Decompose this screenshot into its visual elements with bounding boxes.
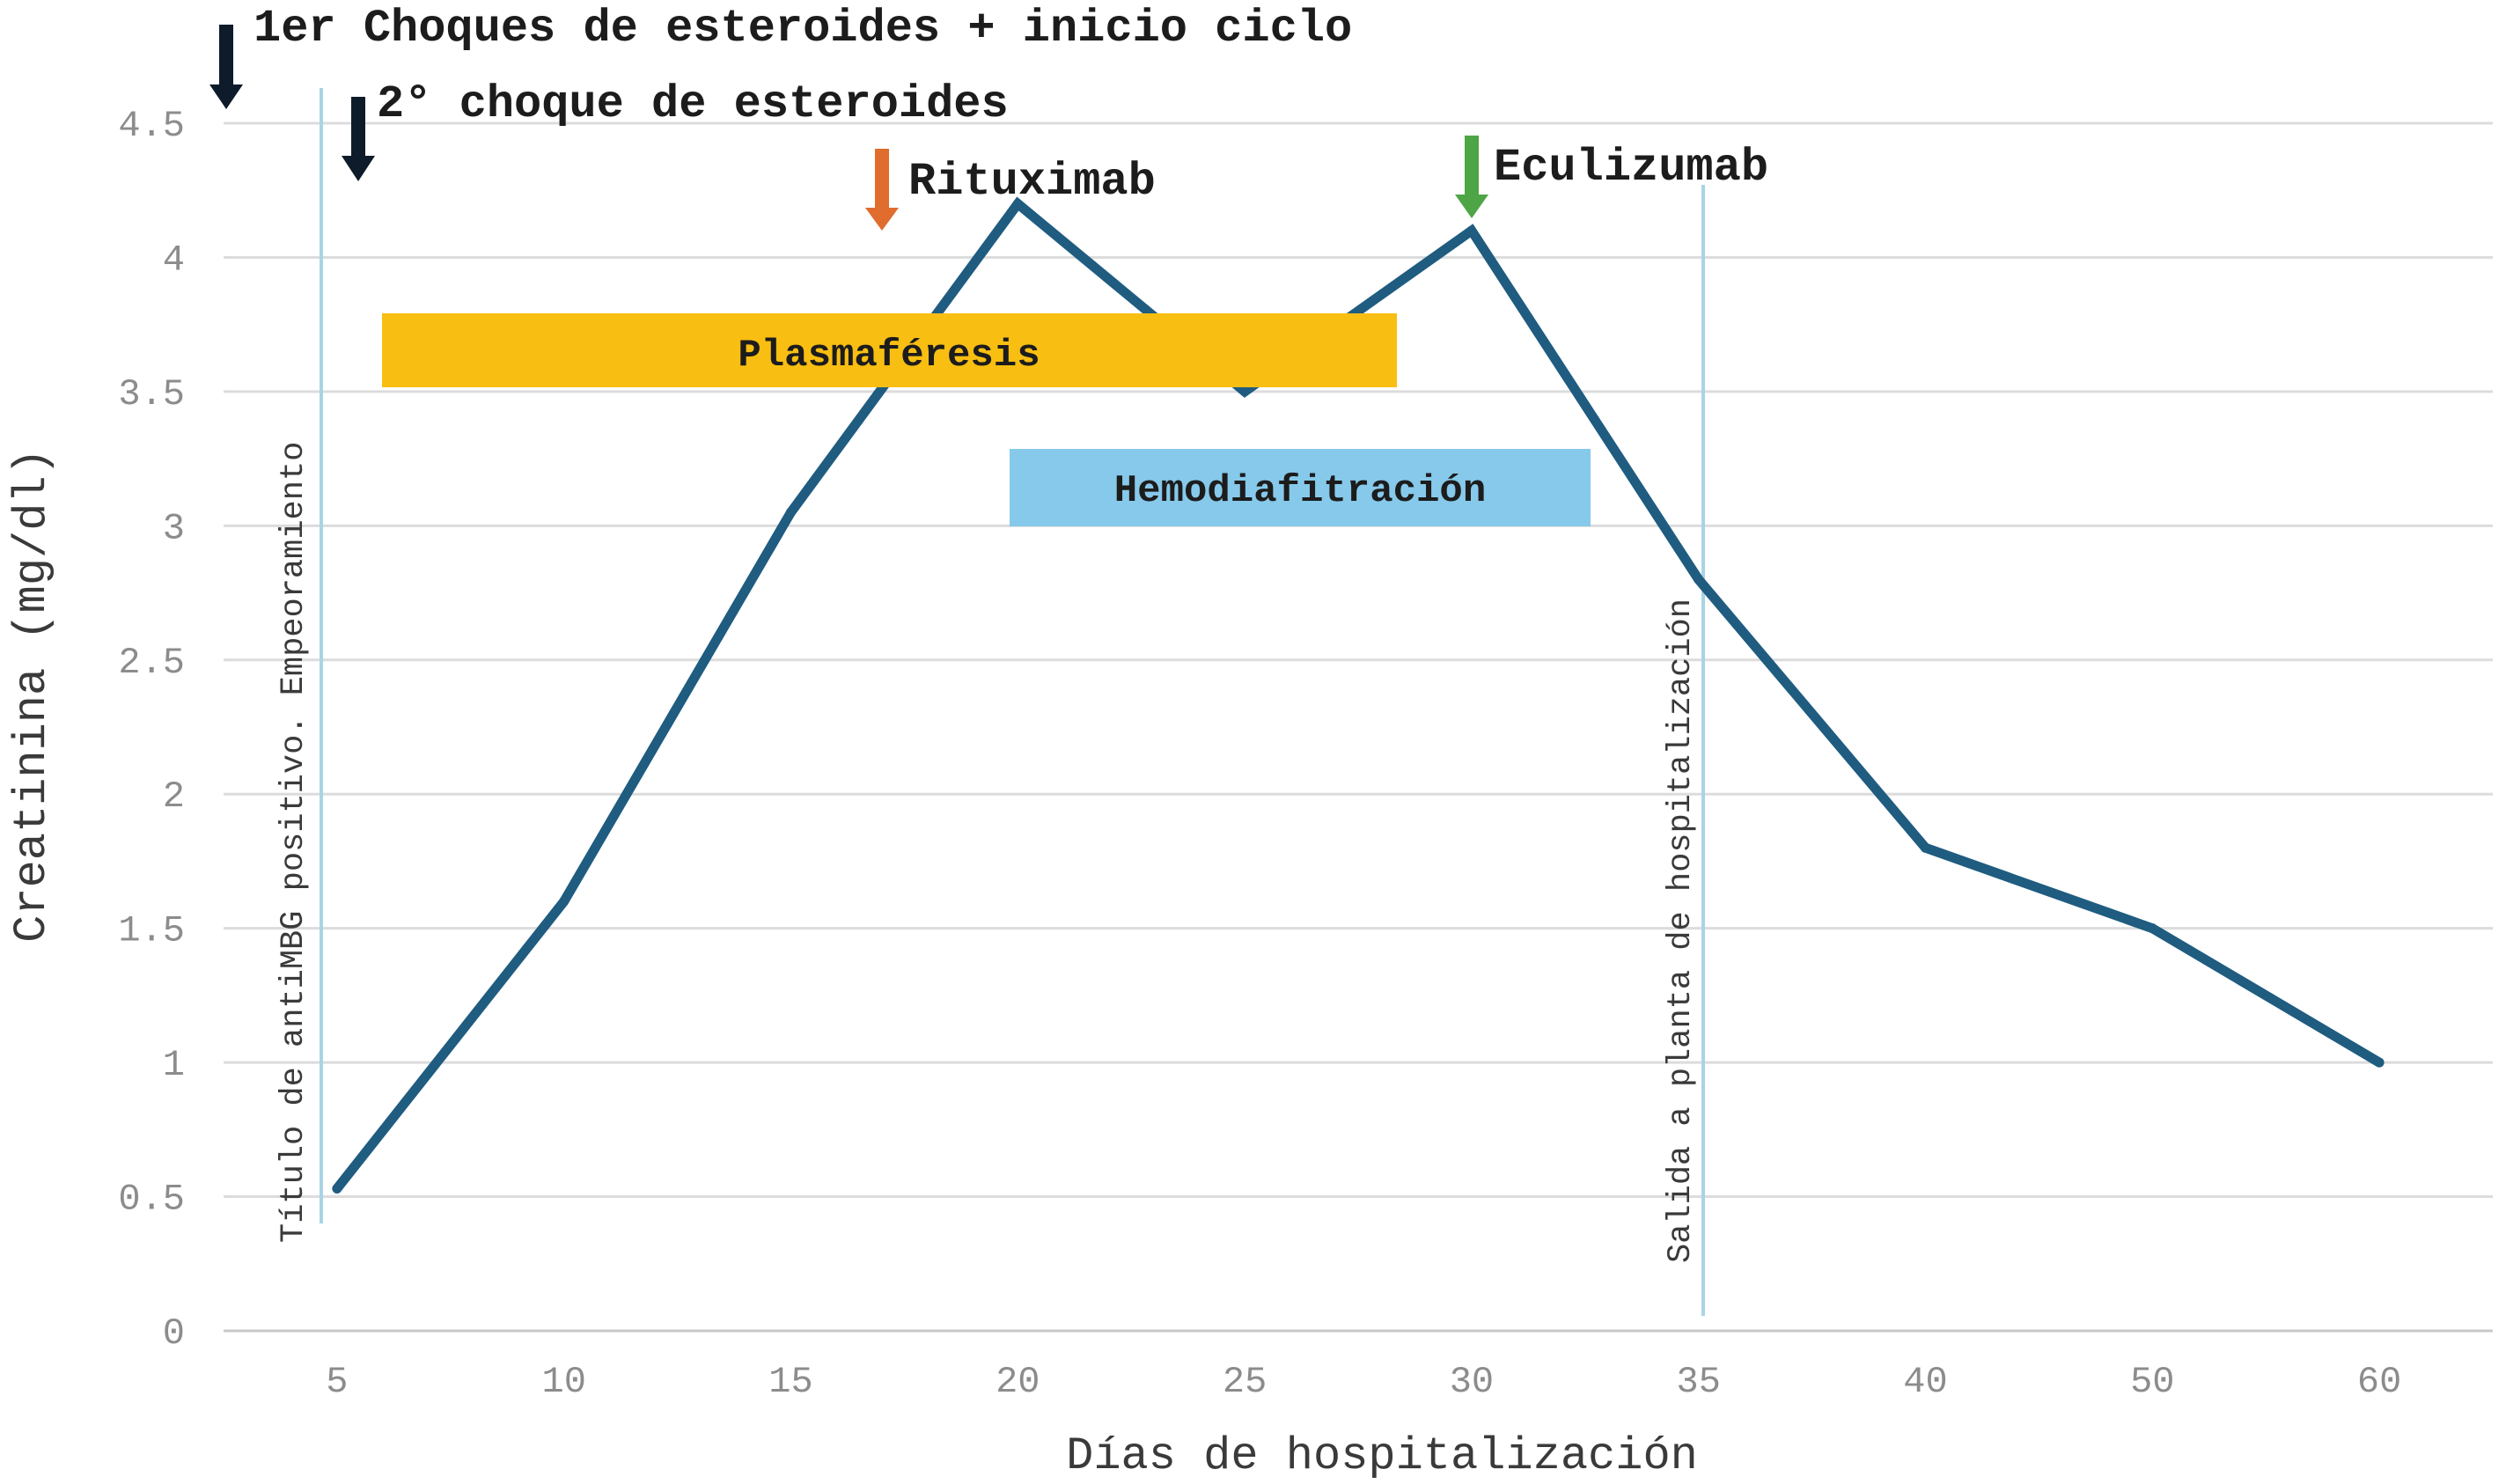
data-point — [2374, 1057, 2384, 1068]
y-tick-label: 3.5 — [118, 373, 185, 415]
y-tick-label: 1 — [163, 1044, 185, 1086]
x-tick-label: 20 — [996, 1361, 1040, 1403]
arrow-down-icon — [209, 25, 243, 109]
hemodiafiltration-label: Hemodiafitración — [1114, 469, 1486, 513]
x-axis-title: Días de hospitalización — [1066, 1430, 1698, 1482]
y-tick-label: 3 — [163, 507, 185, 549]
arrow-down-icon — [342, 97, 375, 181]
steroids-2-label: 2° choque de esteroides — [377, 78, 1009, 130]
y-axis-title: Creatinina (mg/dl) — [6, 448, 58, 943]
creatinine-series-line — [332, 196, 2384, 1194]
marker-label-left: Título de antiMBG positivo. Empeoramient… — [276, 442, 312, 1243]
y-tick-label: 2.5 — [118, 642, 185, 684]
data-point — [786, 507, 796, 518]
y-tick-label: 0 — [163, 1312, 185, 1355]
y-tick-label: 4.5 — [118, 105, 185, 147]
arrow-down-icon — [865, 149, 899, 231]
data-point — [1466, 225, 1477, 236]
data-points — [332, 198, 2384, 1194]
y-axis-ticks: 0 0.5 1 1.5 2 2.5 3 3.5 4 4.5 — [118, 105, 185, 1355]
eculizumab-label: Eculizumab — [1494, 142, 1768, 194]
x-tick-label: 60 — [2357, 1361, 2401, 1403]
x-tick-label: 15 — [768, 1361, 812, 1403]
data-point — [1239, 386, 1250, 397]
hemodiafiltration-band — [1010, 449, 1591, 526]
rituximab-label: Rituximab — [908, 156, 1156, 208]
data-point — [559, 896, 569, 907]
data-point — [332, 1183, 342, 1194]
marker-label-right: Salida a planta de hospitalización — [1663, 599, 1700, 1263]
x-tick-label: 30 — [1450, 1361, 1494, 1403]
gridlines — [224, 121, 2493, 1333]
x-tick-label: 5 — [326, 1361, 348, 1403]
y-tick-label: 0.5 — [118, 1179, 185, 1221]
data-point — [1012, 198, 1023, 209]
plasmapheresis-band — [382, 313, 1397, 387]
steroids-1-label: 1er Choques de esteroides + inicio ciclo — [254, 3, 1352, 55]
y-tick-label: 4 — [163, 239, 185, 281]
x-tick-label: 25 — [1223, 1361, 1267, 1403]
plasmapheresis-label: Plasmaféresis — [738, 334, 1040, 378]
data-point — [1921, 842, 1930, 853]
y-tick-label: 1.5 — [118, 910, 185, 952]
x-tick-label: 50 — [2130, 1361, 2174, 1403]
x-tick-label: 10 — [541, 1361, 585, 1403]
arrow-down-icon — [1455, 136, 1488, 218]
x-tick-label: 35 — [1676, 1361, 1720, 1403]
data-point — [1694, 574, 1704, 584]
x-tick-label: 40 — [1903, 1361, 1947, 1403]
data-point — [2147, 923, 2157, 934]
x-axis-ticks: 5 10 15 20 25 30 35 40 50 60 — [326, 1361, 2401, 1403]
y-tick-label: 2 — [163, 775, 185, 818]
